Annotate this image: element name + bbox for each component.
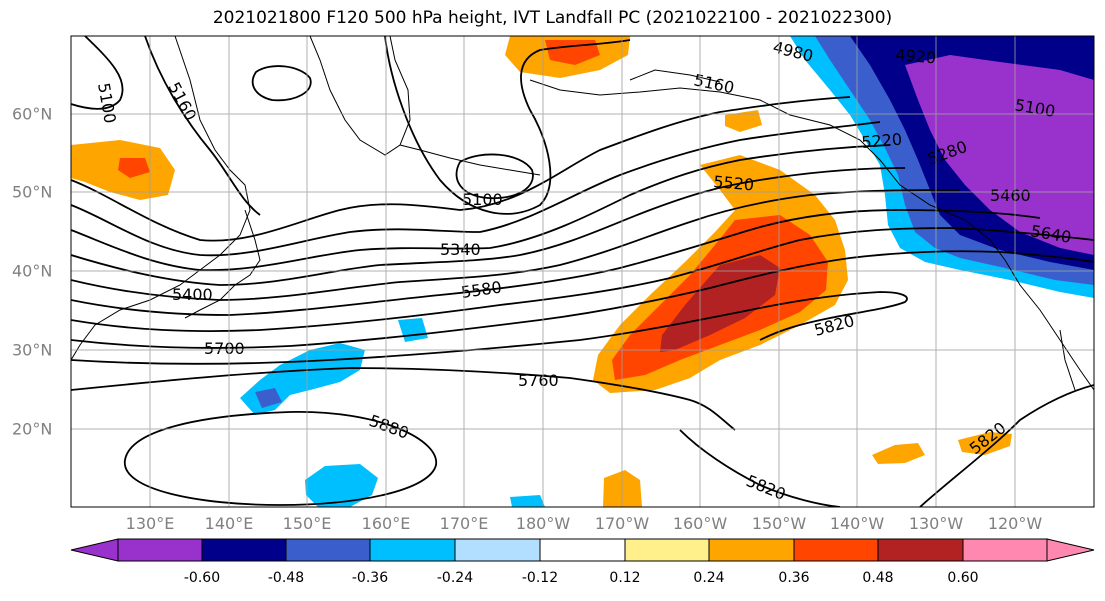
height-contours xyxy=(71,36,1094,507)
lat-label: 40°N xyxy=(12,261,53,281)
colorbar-extend-low xyxy=(70,538,119,562)
contour-label: 5400 xyxy=(172,285,213,304)
coastlines xyxy=(71,36,1094,391)
lon-label: 140°E xyxy=(204,514,254,533)
lon-label: 120°W xyxy=(987,514,1043,533)
lon-label: 160°E xyxy=(361,514,411,533)
lon-label: 150°W xyxy=(751,514,807,533)
ivt-shading xyxy=(71,36,1094,507)
shade-subtrop-neg4 xyxy=(510,495,545,507)
colorbar-bin xyxy=(369,538,456,562)
shade-neg-060 xyxy=(905,55,1094,255)
colorbar-bin xyxy=(624,538,710,562)
colorbar-bin xyxy=(285,538,371,562)
colorbar-bin xyxy=(793,538,879,562)
colorbar-bin xyxy=(201,538,287,562)
contour-label: 5760 xyxy=(518,371,559,390)
colorbar xyxy=(70,538,1095,562)
colorbar-tick-label: 0.12 xyxy=(609,570,641,586)
shade-subtrop-neg1-core xyxy=(255,388,282,408)
colorbar-bin xyxy=(539,538,626,562)
map-title: 2021021800 F120 500 hPa height, IVT Land… xyxy=(212,8,893,28)
colorbar-bin xyxy=(117,538,203,562)
contour-label: 4920 xyxy=(895,45,937,67)
colorbar-extend-high xyxy=(1046,538,1095,562)
gridlines xyxy=(71,36,1094,507)
shade-alaska-small xyxy=(725,110,762,132)
lat-label: 50°N xyxy=(12,182,53,202)
contour-label: 5220 xyxy=(861,130,903,152)
lon-label: 130°E xyxy=(125,514,175,533)
colorbar-tick-label: 0.48 xyxy=(862,570,894,586)
shade-pos-048 xyxy=(660,255,780,352)
contour-label: 5460 xyxy=(990,186,1031,205)
lon-label: 140°W xyxy=(829,514,885,533)
colorbar-tick-label: -0.60 xyxy=(183,570,221,586)
shade-okhotsk-core xyxy=(545,40,600,65)
lon-label: 160°W xyxy=(672,514,728,533)
colorbar-bin xyxy=(454,538,541,562)
colorbar-tick-label: 0.24 xyxy=(693,570,725,586)
colorbar-bin xyxy=(877,538,964,562)
lon-label: 170°E xyxy=(439,514,489,533)
colorbar-tick-label: -0.24 xyxy=(436,570,474,586)
colorbar-bin xyxy=(708,538,795,562)
contour-label: 5340 xyxy=(440,240,481,259)
contour-label: 5100 xyxy=(462,190,503,209)
colorbar-tick-label: -0.36 xyxy=(351,570,389,586)
lat-label: 20°N xyxy=(12,419,53,439)
lat-label: 60°N xyxy=(12,104,53,124)
contour-label: 5520 xyxy=(713,172,755,194)
colorbar-tick-label: 0.60 xyxy=(947,570,979,586)
lon-label: 170°W xyxy=(594,514,650,533)
colorbar-tick-label: -0.48 xyxy=(267,570,305,586)
colorbar-bin xyxy=(962,538,1048,562)
lon-label: 180°W xyxy=(515,514,571,533)
shade-subtrop-neg3 xyxy=(305,464,378,507)
shade-subtrop-pos3 xyxy=(958,432,1012,455)
lon-label: 130°W xyxy=(908,514,964,533)
lon-label: 150°E xyxy=(282,514,332,533)
colorbar-tick-label: -0.12 xyxy=(521,570,559,586)
lat-label: 30°N xyxy=(12,340,53,360)
shade-subtrop-pos2 xyxy=(872,443,925,464)
shade-manchuria-core xyxy=(118,158,150,178)
contour-label: 5700 xyxy=(204,339,245,358)
colorbar-tick-label: 0.36 xyxy=(778,570,810,586)
plot-frame xyxy=(70,35,1095,508)
